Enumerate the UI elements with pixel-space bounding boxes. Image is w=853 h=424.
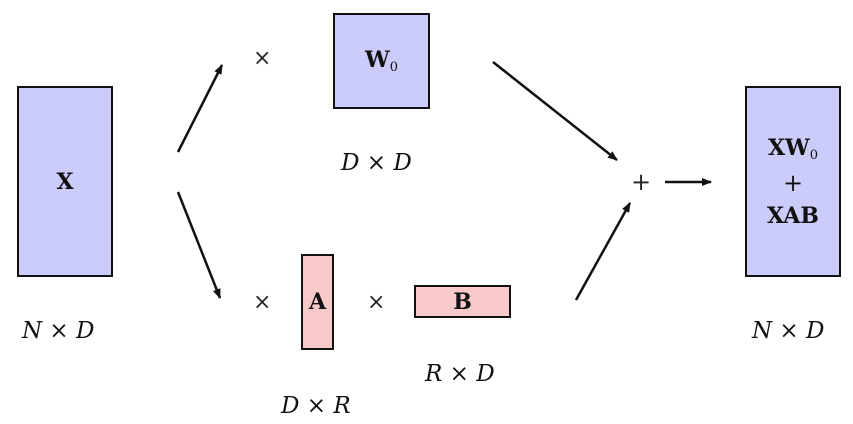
matrix-b: B: [414, 285, 511, 318]
times-w0-operator: ×: [253, 46, 272, 71]
sum-operator: +: [631, 168, 652, 196]
arrow-w0-to-sum: [492, 61, 618, 161]
arrow-x-to-bottom: [176, 191, 222, 299]
matrix-w0: W0: [333, 13, 430, 109]
matrix-x-label: X: [56, 168, 74, 195]
output-plus: +: [782, 168, 804, 197]
matrix-b-label: B: [453, 288, 472, 315]
matrix-x-dims: N × D: [22, 318, 95, 344]
matrix-w0-label: W0: [365, 47, 398, 75]
matrix-output-dims: N × D: [752, 318, 825, 344]
matrix-a-dims: D × R: [281, 393, 351, 419]
matrix-x: X: [17, 86, 113, 277]
matrix-a-label: A: [308, 289, 327, 315]
arrow-b-to-sum: [574, 202, 632, 301]
matrix-b-dims: R × D: [425, 361, 495, 387]
matrix-output: XW0 + XAB: [745, 86, 841, 277]
times-a-operator: ×: [253, 290, 272, 315]
matrix-w0-dims: D × D: [341, 150, 412, 176]
times-b-operator: ×: [367, 290, 386, 315]
output-term-xw0: XW0: [767, 134, 819, 163]
matrix-a: A: [301, 254, 334, 350]
output-term-xab: XAB: [767, 202, 819, 229]
arrow-x-to-top: [176, 64, 224, 153]
output-expression: XW0 + XAB: [767, 135, 819, 229]
